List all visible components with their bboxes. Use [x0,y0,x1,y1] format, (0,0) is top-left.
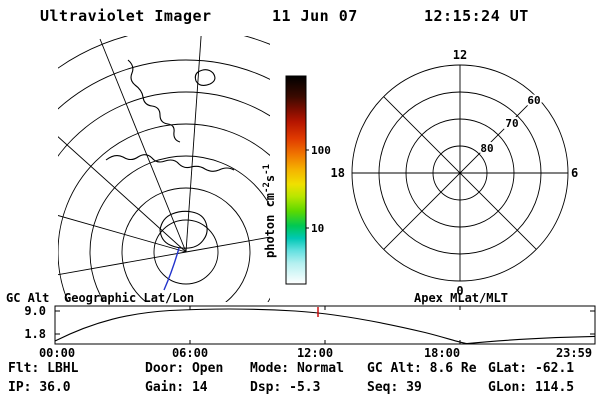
mlat-label-60: 60 [527,94,540,107]
status-gc-alt-value: 8.6 Re [429,361,477,376]
geographic-map-panel [58,36,270,302]
status-ip: IP: 36.0 [8,380,71,395]
mlt-spoke-diag-2 [383,96,537,250]
status-flt-label: Flt: [8,361,40,376]
status-flt: Flt: LBHL [8,361,78,376]
map-panel-caption: Geographic Lat/Lon [64,291,194,305]
colorbar-tick-label-10: 10 [311,222,324,235]
status-gain-value: 14 [191,380,208,395]
mlt-label-6: 6 [571,166,578,180]
unit-exponent-1: -2 [262,182,272,193]
timeline-frame [54,305,596,345]
colorbar-gradient [285,75,307,285]
coastlines [105,59,235,249]
status-dsp-value: -5.3 [289,380,321,395]
status-ip-label: IP: [8,380,32,395]
status-glat: GLat: -62.1 [488,361,574,376]
polar-labels: 12 18 6 0 60 70 80 [331,48,579,298]
status-dsp: Dsp: -5.3 [250,380,320,395]
mlt-label-12: 12 [453,48,467,62]
colorbar: 100 10 photon cm-2s-1 [262,75,331,285]
app-title: Ultraviolet Imager [40,7,212,25]
colorbar-unit-label: photon cm-2s-1 [262,164,277,258]
status-flt-value: LBHL [47,361,79,376]
status-door-label: Door: [145,361,185,376]
mlt-label-0: 0 [456,284,463,298]
status-seq: Seq: 39 [367,380,422,395]
timeline-ticks [55,306,595,344]
header-time: 12:15:24 UT [424,7,529,25]
mlat-label-80: 80 [480,142,493,155]
timeline-ytick-top: 9.0 [24,304,46,318]
status-mode-value: Normal [296,361,344,376]
status-ip-value: 36.0 [39,380,71,395]
status-glon-value: 114.5 [534,380,575,395]
unit-exponent-2: -1 [262,164,272,175]
apex-polar-panel [351,64,569,282]
mlat-label-70: 70 [505,117,518,130]
gc-alt-timeline [54,305,596,345]
status-mode: Mode: Normal [250,361,344,376]
gc-alt-curve [54,308,596,345]
header-date: 11 Jun 07 [272,7,358,25]
unit-main: photon cm [263,193,277,258]
colorbar-tick-label-100: 100 [311,144,331,157]
status-gain-label: Gain: [145,380,185,395]
status-glat-label: GLat: [488,361,528,376]
status-seq-value: 39 [406,380,422,395]
polar-panel-caption: Apex MLat/MLT [414,291,508,305]
status-door-value: Open [191,361,224,376]
timeline-xtick-0600: 06:00 [172,346,208,360]
timeline-xtick-0000: 00:00 [39,346,75,360]
mlt-label-18: 18 [331,166,345,180]
status-mode-label: Mode: [250,361,290,376]
status-dsp-label: Dsp: [250,380,282,395]
status-gain: Gain: 14 [145,380,208,395]
status-glat-value: -62.1 [534,361,575,376]
status-glon-label: GLon: [488,380,528,395]
timeline-ylabel: GC Alt [6,291,49,305]
status-seq-label: Seq: [367,380,399,395]
latitude-grid-circles [58,36,270,302]
status-door: Door: Open [145,361,223,376]
timeline-xtick-1200: 12:00 [297,346,333,360]
orbit-track [163,247,180,291]
timeline-axis-labels: GC Alt 9.0 1.8 00:00 06:00 12:00 18:00 2… [6,291,592,360]
unit-mid: s [263,175,277,182]
meridian-grid-lines [58,36,270,276]
timeline-xtick-2359: 23:59 [556,346,592,360]
timeline-xtick-1800: 18:00 [424,346,460,360]
timeline-ytick-bottom: 1.8 [24,327,46,341]
status-glon: GLon: 114.5 [488,380,574,395]
status-gc-alt-label: GC Alt: [367,361,422,376]
status-gc-alt: GC Alt: 8.6 Re [367,361,477,376]
